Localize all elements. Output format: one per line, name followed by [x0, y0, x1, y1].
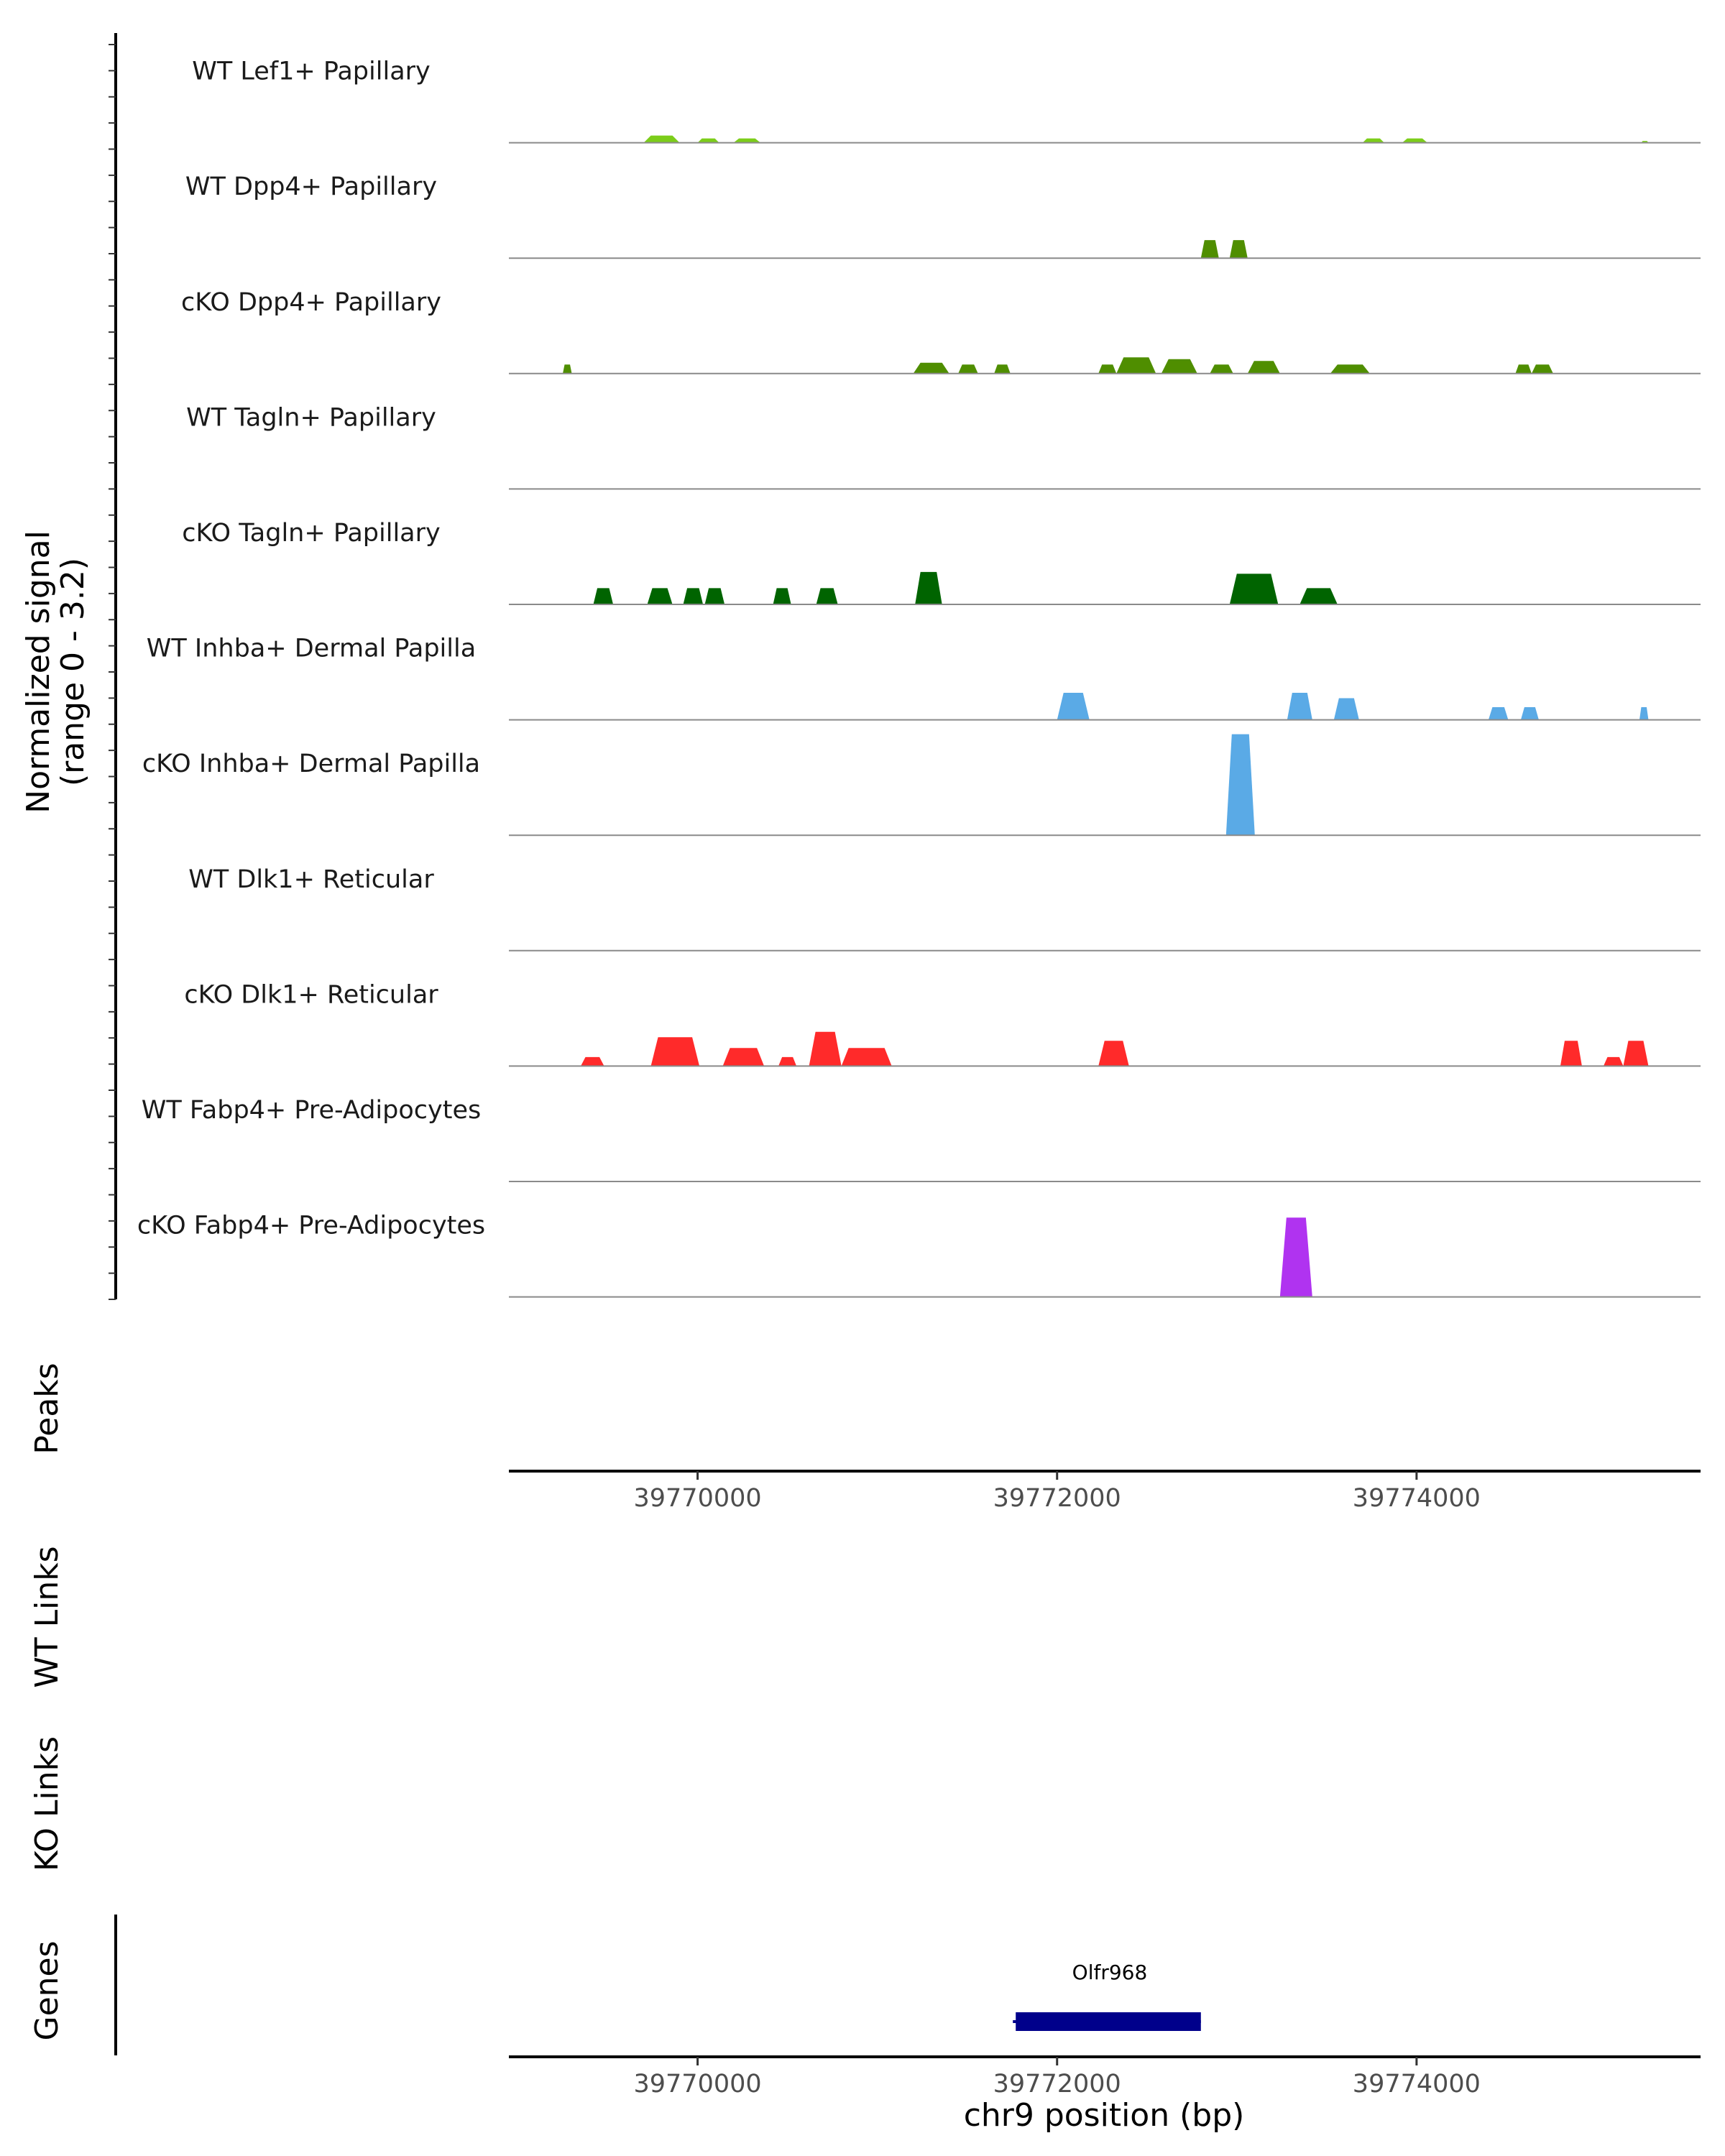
signal-peak [1362, 138, 1384, 143]
genes-x-tick-label: 39770000 [634, 2070, 762, 2099]
signal-peak [1116, 357, 1156, 374]
signal-peak [994, 364, 1011, 374]
signal-peak [1333, 698, 1359, 720]
track-label: WT Dpp4+ Papillary [185, 172, 437, 201]
signal-peak [1300, 588, 1338, 604]
track-10: WT Fabp4+ Pre-Adipocytes [142, 1096, 1701, 1182]
signal-peak [581, 1056, 604, 1067]
signal-peak [1330, 364, 1370, 374]
signal-peak [1623, 1041, 1649, 1067]
peaks-x-tick-label: 39774000 [1353, 1484, 1481, 1513]
signal-peak [778, 1056, 797, 1067]
track-1: WT Lef1+ Papillary [192, 57, 1701, 144]
peaks-x-tick-label: 39770000 [634, 1484, 762, 1513]
gene-annotations: Olfr968 [1013, 1961, 1201, 2031]
track-label: cKO Tagln+ Papillary [182, 519, 441, 548]
track-9: cKO Dlk1+ Reticular [184, 980, 1701, 1067]
signal-peak [1287, 692, 1312, 720]
signal-peak [1057, 692, 1090, 720]
signal-peak [593, 588, 614, 604]
signal-peak [1200, 240, 1219, 259]
track-4: WT Tagln+ Papillary [186, 403, 1701, 490]
signal-peak [1247, 361, 1280, 374]
signal-peak [1098, 364, 1117, 374]
genes-panel-label: Genes [29, 1940, 65, 2040]
signal-peak [1639, 707, 1649, 720]
signal-peak [1098, 1041, 1129, 1067]
signal-peak [704, 588, 725, 604]
track-label: WT Fabp4+ Pre-Adipocytes [142, 1096, 481, 1125]
track-label: cKO Dlk1+ Reticular [184, 980, 438, 1009]
signal-peak [1531, 364, 1553, 374]
track-11: cKO Fabp4+ Pre-Adipocytes [137, 1212, 1701, 1298]
x-axis-title: chr9 position (bp) [964, 2097, 1245, 2134]
coverage-axis-sublabel: (range 0 - 3.2) [55, 558, 91, 786]
track-7: cKO Inhba+ Dermal Papilla [142, 734, 1701, 837]
signal-peak [733, 138, 761, 143]
signal-peak [1603, 1056, 1624, 1067]
track-5: cKO Tagln+ Papillary [182, 519, 1701, 605]
coverage-tracks: WT Lef1+ Papillary WT Dpp4+ Papillary cKO … [137, 57, 1701, 1298]
signal-peak [915, 571, 942, 604]
signal-peak [1560, 1041, 1582, 1067]
track-2: WT Dpp4+ Papillary [185, 172, 1701, 259]
track-3: cKO Dpp4+ Papillary [181, 288, 1701, 374]
signal-peak [841, 1048, 892, 1067]
signal-peak [913, 362, 949, 374]
track-label: WT Tagln+ Papillary [186, 403, 436, 432]
signal-peak [563, 364, 572, 374]
signal-peak [647, 588, 673, 604]
signal-peak [1210, 364, 1233, 374]
signal-peak [697, 138, 719, 143]
signal-peak [1161, 359, 1197, 374]
track-label: WT Dlk1+ Reticular [188, 865, 434, 894]
signal-peak [809, 1031, 842, 1067]
signal-peak [683, 588, 704, 604]
signal-peak [1229, 573, 1279, 604]
signal-peak [1515, 364, 1532, 374]
ko-links-panel-label: KO Links [29, 1736, 65, 1871]
signal-peak [958, 364, 978, 374]
signal-peak [1225, 734, 1255, 836]
track-8: WT Dlk1+ Reticular [188, 865, 1701, 952]
signal-peak [643, 135, 680, 143]
genes-x-axis: 39770000 39772000 39774000 [509, 2055, 1701, 2099]
signal-peak [1229, 240, 1248, 259]
track-label: WT Lef1+ Papillary [192, 57, 431, 86]
coverage-axis-label: Normalized signal [20, 530, 57, 814]
signal-peak [722, 1048, 765, 1067]
signal-peak [1488, 707, 1509, 720]
signal-peak [1520, 707, 1539, 720]
genes-x-tick-label: 39772000 [993, 2070, 1121, 2099]
track-label: cKO Inhba+ Dermal Papilla [142, 750, 480, 778]
track-label: cKO Dpp4+ Papillary [181, 288, 441, 317]
peaks-x-tick-label: 39772000 [993, 1484, 1121, 1513]
coverage-y-axis [109, 33, 117, 1300]
wt-links-panel-label: WT Links [29, 1546, 65, 1687]
signal-peak [816, 588, 838, 604]
genes-x-tick-label: 39774000 [1353, 2070, 1481, 2099]
peaks-x-axis: 39770000 39772000 39774000 [509, 1470, 1701, 1513]
gene-label: Olfr968 [1072, 1961, 1148, 1984]
track-6: WT Inhba+ Dermal Papilla [147, 635, 1701, 721]
signal-peak [1402, 138, 1427, 143]
signal-peak [1279, 1217, 1312, 1297]
signal-peak [650, 1037, 700, 1067]
peaks-panel-label: Peaks [29, 1363, 65, 1454]
track-label: cKO Fabp4+ Pre-Adipocytes [137, 1212, 485, 1240]
signal-peak [773, 588, 791, 604]
track-label: WT Inhba+ Dermal Papilla [147, 635, 476, 663]
